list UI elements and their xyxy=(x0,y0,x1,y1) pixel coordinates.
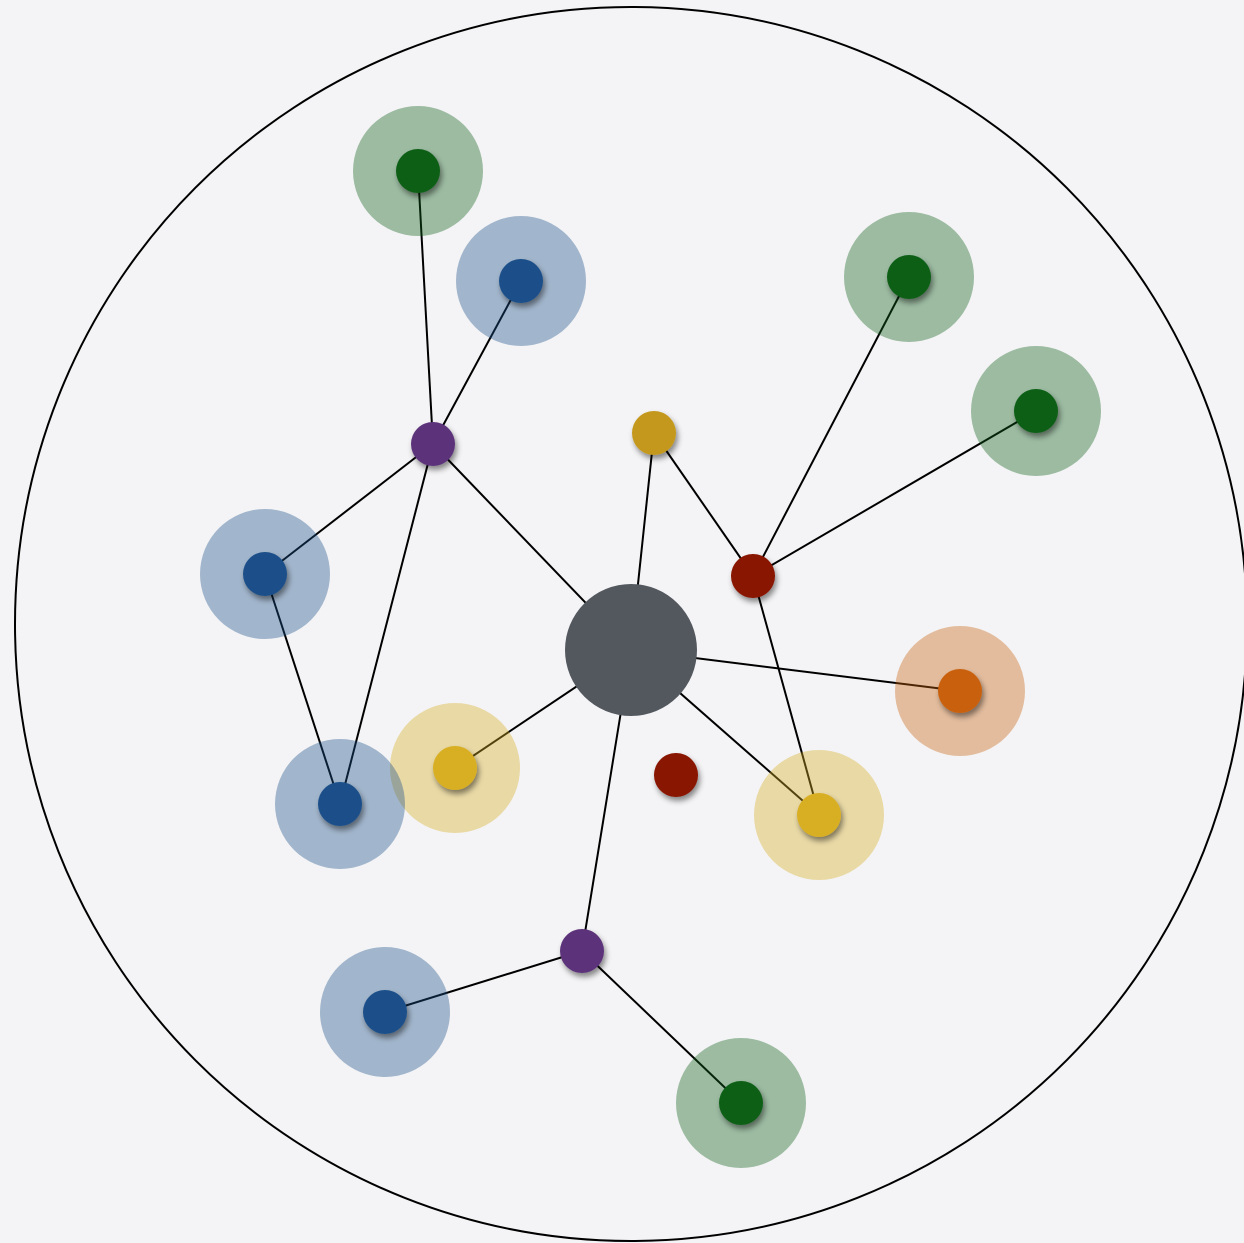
edge-red-connector-to-yellow-right xyxy=(752,575,820,816)
node-blue-left xyxy=(243,552,287,596)
edge-blue-left-to-blue-lower-left xyxy=(264,573,341,805)
edge-purple-upper-to-green-top xyxy=(417,170,434,445)
node-purple-lower xyxy=(560,929,604,973)
node-blue-bottom xyxy=(363,990,407,1034)
node-gold-small xyxy=(632,411,676,455)
node-green-upper-right xyxy=(887,255,931,299)
edge-purple-upper-to-blue-lower-left xyxy=(339,443,434,805)
edge-red-connector-to-green-upper-right xyxy=(752,276,910,577)
node-yellow-left xyxy=(433,746,477,790)
nodes-layer xyxy=(243,149,1058,1125)
edge-purple-upper-to-blue-top xyxy=(432,280,522,445)
edge-purple-lower-to-green-bottom xyxy=(581,950,742,1104)
boundary-circle xyxy=(14,6,1244,1242)
node-yellow-right xyxy=(797,793,841,837)
node-red-isolated xyxy=(654,753,698,797)
node-green-right xyxy=(1014,389,1058,433)
edge-gold-small-to-red-connector xyxy=(653,432,754,577)
node-blue-lower-left xyxy=(318,782,362,826)
node-blue-top xyxy=(499,259,543,303)
node-orange-right xyxy=(938,669,982,713)
edge-purple-lower-to-blue-bottom xyxy=(384,950,583,1013)
node-red-connector xyxy=(731,554,775,598)
node-hub xyxy=(565,584,697,716)
node-purple-upper xyxy=(411,422,455,466)
node-green-top xyxy=(396,149,440,193)
edge-purple-upper-to-blue-left xyxy=(264,443,434,575)
edge-red-connector-to-green-right xyxy=(752,410,1037,577)
node-green-bottom xyxy=(719,1081,763,1125)
